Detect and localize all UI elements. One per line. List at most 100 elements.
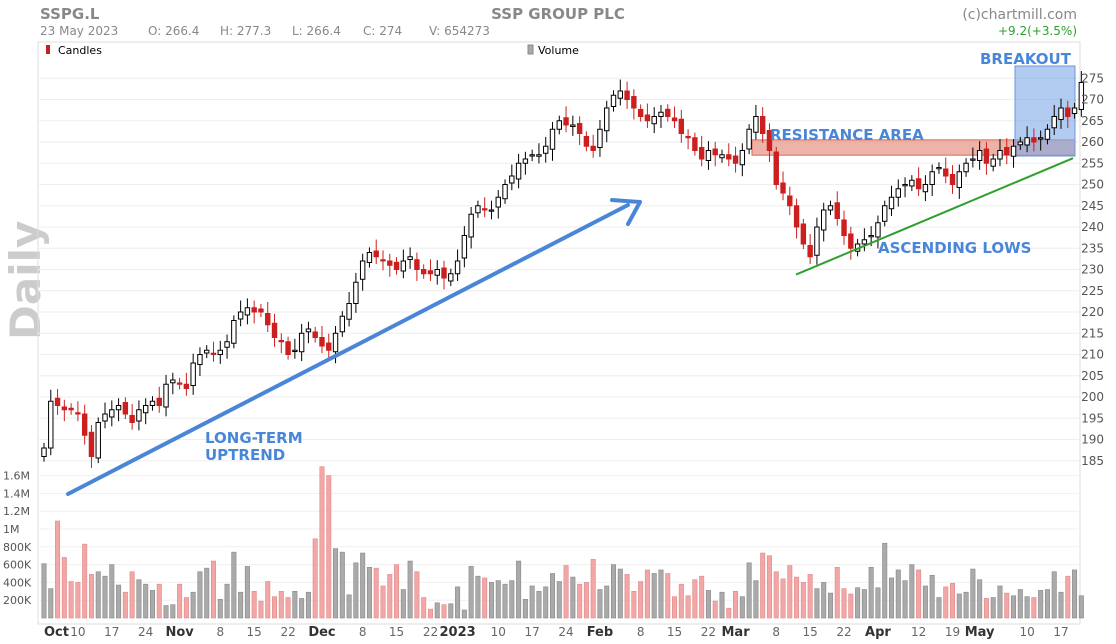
volume-bar bbox=[95, 571, 101, 619]
candle-body bbox=[441, 267, 447, 279]
volume-bar bbox=[963, 591, 969, 619]
volume-bar bbox=[88, 574, 94, 619]
candle-body bbox=[380, 259, 386, 262]
date-tick-label: Dec bbox=[308, 625, 335, 640]
candle-body bbox=[970, 158, 976, 161]
candle-body bbox=[617, 90, 623, 99]
uptrend-arrow-shaft bbox=[66, 203, 630, 496]
volume-bar bbox=[380, 585, 386, 619]
volume-bar bbox=[319, 466, 325, 619]
volume-bar bbox=[82, 543, 88, 619]
price-tick-label: 275 bbox=[1081, 71, 1104, 85]
volume-bar bbox=[163, 605, 169, 619]
candle-body bbox=[298, 332, 305, 353]
price-tick-label: 265 bbox=[1081, 114, 1104, 128]
volume-bar bbox=[305, 591, 311, 619]
volume-bar bbox=[1017, 589, 1023, 619]
date-tick-label: 22 bbox=[280, 625, 295, 639]
volume-bar bbox=[651, 573, 657, 619]
trend-lines bbox=[66, 157, 1074, 496]
candle-body bbox=[231, 320, 237, 344]
candle-body bbox=[888, 196, 895, 210]
candle-body bbox=[468, 213, 474, 238]
volume-bar bbox=[583, 582, 589, 619]
candle-body bbox=[665, 108, 671, 118]
price-tick-label: 220 bbox=[1081, 305, 1104, 319]
date-tick-label: 17 bbox=[1053, 625, 1068, 639]
volume-bar bbox=[136, 579, 142, 619]
date-tick-label: 10 bbox=[70, 625, 85, 639]
timeframe-watermark: Daily bbox=[1, 221, 50, 340]
volume-bar bbox=[116, 584, 122, 619]
volume-bar bbox=[333, 548, 339, 619]
candle-body bbox=[75, 412, 81, 415]
date-tick-label: 2023 bbox=[439, 625, 475, 640]
volume-bar bbox=[272, 596, 278, 619]
volume-bar bbox=[373, 567, 379, 619]
volume-bar bbox=[312, 538, 318, 619]
candle-body bbox=[88, 431, 95, 457]
date-tick-label: 15 bbox=[802, 625, 817, 639]
volume-bar bbox=[712, 600, 718, 619]
legend-volume-label: Volume bbox=[538, 44, 579, 57]
volume-bar bbox=[753, 580, 759, 619]
candle-body bbox=[414, 259, 420, 271]
candle-body bbox=[461, 235, 468, 259]
price-tick-label: 260 bbox=[1081, 135, 1104, 149]
volume-bar bbox=[658, 569, 664, 619]
price-tick-label: 240 bbox=[1081, 220, 1104, 234]
volume-bar bbox=[543, 586, 549, 619]
date-tick-label: 8 bbox=[637, 625, 645, 639]
candle-body bbox=[956, 171, 962, 188]
volume-bar bbox=[604, 585, 610, 619]
candle-body bbox=[671, 117, 678, 122]
candle-body bbox=[109, 409, 115, 418]
volume-bar bbox=[1004, 592, 1010, 619]
candle-body bbox=[204, 349, 210, 354]
candle-body bbox=[312, 331, 318, 339]
candle-body bbox=[915, 178, 922, 190]
candles bbox=[41, 71, 1085, 468]
date-tick-label: Mar bbox=[721, 625, 750, 640]
candle-body bbox=[800, 223, 807, 245]
candle-body bbox=[766, 130, 773, 151]
price-tick-label: 215 bbox=[1081, 326, 1104, 340]
candle-body bbox=[990, 158, 996, 167]
price-tick-label: 205 bbox=[1081, 369, 1104, 383]
volume-bar bbox=[1031, 597, 1037, 619]
legend-candles-label: Candles bbox=[58, 44, 102, 57]
volume-bar bbox=[156, 583, 162, 619]
volume-bar bbox=[733, 590, 739, 619]
candle-body bbox=[515, 162, 522, 180]
volume-bar bbox=[719, 591, 725, 619]
candle-body bbox=[115, 405, 122, 411]
breakout-label: BREAKOUT bbox=[980, 50, 1072, 68]
volume-bar bbox=[895, 569, 901, 619]
volume-tick-label: 1.2M bbox=[3, 505, 30, 518]
candle-body bbox=[543, 145, 549, 154]
candle-body bbox=[366, 252, 373, 263]
volume-bar bbox=[129, 571, 135, 619]
date-tick-label: 15 bbox=[247, 625, 262, 639]
price-tick-label: 225 bbox=[1081, 284, 1104, 298]
candle-body bbox=[190, 362, 196, 387]
candle-body bbox=[759, 116, 766, 134]
candle-body bbox=[495, 196, 501, 208]
candle-body bbox=[1004, 147, 1010, 156]
candle-body bbox=[732, 155, 739, 164]
volume-bar bbox=[475, 575, 481, 619]
date-tick-label: 10 bbox=[491, 625, 506, 639]
candle-body bbox=[1051, 116, 1057, 129]
date-tick-label: 24 bbox=[138, 625, 153, 639]
candle-body bbox=[882, 205, 888, 222]
volume-bar bbox=[495, 580, 501, 619]
volume-bar bbox=[522, 599, 528, 619]
candle-body bbox=[678, 118, 685, 134]
candle-body bbox=[746, 128, 752, 150]
candle-body bbox=[597, 128, 603, 149]
volume-bar bbox=[366, 566, 372, 619]
candle-body bbox=[902, 184, 908, 187]
uptrend-arrow-head bbox=[610, 198, 642, 226]
candle-body bbox=[326, 342, 332, 351]
volume-bar bbox=[536, 590, 542, 619]
